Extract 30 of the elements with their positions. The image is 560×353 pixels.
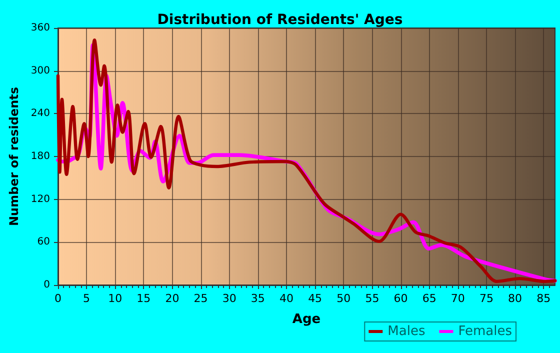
- x-axis-title: Age: [292, 312, 321, 327]
- y-tick-label: 60: [37, 236, 50, 248]
- y-axis-title: Number of residents: [7, 86, 21, 226]
- y-tick-label: 240: [30, 108, 50, 120]
- legend-label: Females: [458, 324, 512, 339]
- x-tick-label: 15: [136, 292, 151, 305]
- y-tick-label: 360: [30, 22, 50, 34]
- y-tick-label: 0: [44, 280, 50, 290]
- x-tick-label: 25: [194, 292, 208, 305]
- x-tick-label: 60: [394, 292, 408, 305]
- x-tick-label: 55: [365, 292, 380, 305]
- x-tick-label: 40: [280, 292, 294, 305]
- x-tick-label: 5: [83, 292, 90, 305]
- x-tick-label: 75: [479, 292, 494, 305]
- y-tick-label: 300: [30, 65, 50, 76]
- x-tick-label: 50: [336, 292, 351, 305]
- x-tick-label: 45: [308, 292, 322, 305]
- x-tick-label: 20: [165, 292, 180, 305]
- x-tick-label: 85: [536, 292, 551, 305]
- x-tick-label: 0: [54, 292, 62, 305]
- x-tick-label: 70: [450, 292, 465, 305]
- y-tick-label: 180: [30, 151, 50, 162]
- x-tick-label: 10: [108, 292, 122, 305]
- x-tick-label: 65: [422, 292, 436, 305]
- y-tick-label: 120: [30, 194, 50, 205]
- chart-title: Distribution of Residents' Ages: [157, 12, 403, 28]
- legend-label: Males: [388, 324, 426, 339]
- x-tick-label: 30: [222, 292, 236, 305]
- x-tick-label: 80: [508, 292, 522, 305]
- x-tick-label: 35: [250, 292, 265, 305]
